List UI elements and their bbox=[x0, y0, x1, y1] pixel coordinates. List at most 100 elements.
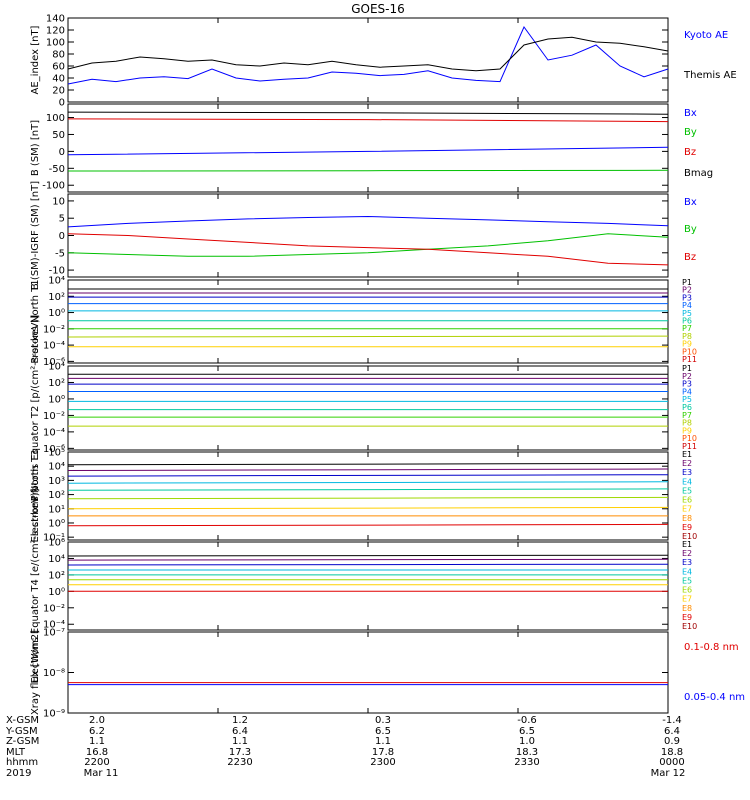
y-tick-label: 5 bbox=[59, 214, 65, 225]
legend-e8: E8 bbox=[682, 514, 692, 523]
footer-label-hhmm: hhmm bbox=[6, 757, 39, 769]
legend-e4: E4 bbox=[682, 477, 692, 486]
y-tick-label: 10⁰ bbox=[48, 308, 65, 319]
y-tick-label: 10⁶ bbox=[48, 538, 65, 549]
series-line-e3 bbox=[67, 474, 669, 477]
legend-e10: E10 bbox=[682, 532, 697, 541]
legend-e7: E7 bbox=[682, 595, 692, 604]
legend-p2: P2 bbox=[682, 286, 692, 295]
footer-label-year: 2019 bbox=[6, 768, 32, 779]
legend-e10: E10 bbox=[682, 622, 697, 631]
series-line-e2 bbox=[67, 468, 669, 471]
legend-e6: E6 bbox=[682, 496, 692, 505]
series-line-e5 bbox=[67, 488, 669, 491]
legend-p5: P5 bbox=[682, 309, 692, 318]
y-tick-label: 10⁻² bbox=[43, 324, 65, 335]
y-axis-label: B (SM)-IGRF (SM) [nT] bbox=[30, 181, 41, 290]
footer-label-xgsm: X-GSM bbox=[6, 715, 40, 726]
series-line-e6 bbox=[67, 496, 669, 500]
y-tick-label: 10⁵ bbox=[48, 448, 65, 459]
y-tick-label: 10² bbox=[48, 378, 65, 389]
footer-col3-z: 1.0 bbox=[519, 736, 535, 748]
y-axis-label: AE_index [nT] bbox=[30, 25, 41, 94]
series-line-p8 bbox=[67, 335, 669, 338]
panel-frame bbox=[67, 103, 669, 193]
legend-bz: Bz bbox=[684, 147, 696, 158]
footer-col1-z: 1.1 bbox=[232, 736, 248, 748]
legend-p3: P3 bbox=[682, 293, 692, 302]
legend-p11: P11 bbox=[682, 355, 697, 364]
series-line-bmag bbox=[67, 111, 669, 115]
footer-col0-z: 1.1 bbox=[89, 736, 105, 748]
legend-e3: E3 bbox=[682, 468, 692, 477]
y-tick-label: 10⁻⁴ bbox=[43, 341, 65, 352]
legend-e5: E5 bbox=[682, 486, 692, 495]
y-tick-label: 10⁴ bbox=[48, 362, 65, 373]
y-tick-label: 0 bbox=[59, 147, 65, 158]
y-tick-label: 100 bbox=[46, 38, 65, 49]
y-tick-label: -5 bbox=[55, 248, 65, 259]
footer-col4-y: 6.4 bbox=[664, 725, 680, 737]
y-tick-label: 10⁻⁴ bbox=[43, 427, 65, 438]
footer-col4-mlt: 18.8 bbox=[660, 746, 684, 758]
legend-e1: E1 bbox=[682, 540, 692, 549]
series-line-e4 bbox=[67, 481, 669, 484]
y-axis-label: Xray flux [W/m2] bbox=[30, 630, 41, 715]
y-axis-label: B (SM) [nT] bbox=[30, 120, 41, 176]
y-tick-label: 10⁻² bbox=[43, 603, 65, 614]
y-tick-label: 0 bbox=[59, 98, 65, 109]
footer-col2-mlt: 17.8 bbox=[371, 746, 395, 758]
legend-p10: P10 bbox=[682, 347, 697, 356]
y-tick-label: 10¹ bbox=[48, 504, 65, 515]
legend-p2: P2 bbox=[682, 372, 692, 381]
plot-title: GOES-16 bbox=[351, 2, 405, 16]
footer-col4-z: 0.9 bbox=[664, 736, 680, 748]
y-tick-label: 0 bbox=[59, 231, 65, 242]
legend-e1: E1 bbox=[682, 450, 692, 459]
legend-bmag: Bmag bbox=[684, 168, 713, 179]
legend-p7: P7 bbox=[682, 411, 692, 420]
series-line-e7 bbox=[67, 506, 669, 510]
y-tick-label: 10² bbox=[48, 570, 65, 581]
y-tick-label: 10⁴ bbox=[48, 276, 65, 287]
y-axis-label: Electrons Equator T4 [e/(cm²-s-sr-keV)] bbox=[30, 488, 41, 683]
orbit-footer: X-GSM Y-GSM Z-GSM MLT hhmm 2019 2.0 6.2 … bbox=[0, 715, 750, 800]
series-line-themis-ae bbox=[67, 36, 669, 72]
series-line-e2 bbox=[67, 558, 669, 561]
footer-col4-date: Mar 12 bbox=[650, 768, 686, 779]
y-tick-label: 10⁻⁹ bbox=[43, 709, 65, 720]
legend-p4: P4 bbox=[682, 301, 692, 310]
legend-bx: Bx bbox=[684, 108, 697, 119]
legend-e9: E9 bbox=[682, 523, 692, 532]
y-tick-label: 10³ bbox=[48, 476, 65, 487]
legend-p9: P9 bbox=[682, 340, 692, 349]
footer-col1-mlt: 17.3 bbox=[228, 746, 252, 758]
legend-p6: P6 bbox=[682, 317, 692, 326]
legend-p6: P6 bbox=[682, 403, 692, 412]
footer-col2-z: 1.1 bbox=[375, 736, 391, 748]
legend-e7: E7 bbox=[682, 505, 692, 514]
legend-e2: E2 bbox=[682, 549, 692, 558]
legend-0-05-0-4-nm: 0.05-0.4 nm bbox=[684, 692, 745, 703]
y-tick-label: 10 bbox=[52, 196, 65, 207]
panel-frame bbox=[67, 17, 669, 103]
y-tick-label: -100 bbox=[42, 181, 65, 192]
y-tick-label: 80 bbox=[52, 50, 65, 61]
footer-col0-mlt: 16.8 bbox=[85, 746, 109, 758]
y-tick-label: 100 bbox=[46, 113, 65, 124]
y-tick-label: 10⁻² bbox=[43, 411, 65, 422]
y-tick-label: 50 bbox=[52, 130, 65, 141]
y-tick-label: 10⁻⁸ bbox=[43, 668, 65, 679]
legend-e3: E3 bbox=[682, 558, 692, 567]
legend-p9: P9 bbox=[682, 426, 692, 435]
y-tick-label: 10⁻⁷ bbox=[43, 628, 65, 639]
y-tick-label: 10⁴ bbox=[48, 462, 65, 473]
legend-by: By bbox=[684, 224, 697, 235]
footer-col4-hhmm: 0000 bbox=[659, 757, 685, 769]
series-line-e1 bbox=[67, 462, 669, 466]
series-line-bx bbox=[67, 146, 669, 156]
legend-e6: E6 bbox=[682, 586, 692, 595]
y-tick-label: 10² bbox=[48, 292, 65, 303]
legend-p8: P8 bbox=[682, 419, 692, 428]
